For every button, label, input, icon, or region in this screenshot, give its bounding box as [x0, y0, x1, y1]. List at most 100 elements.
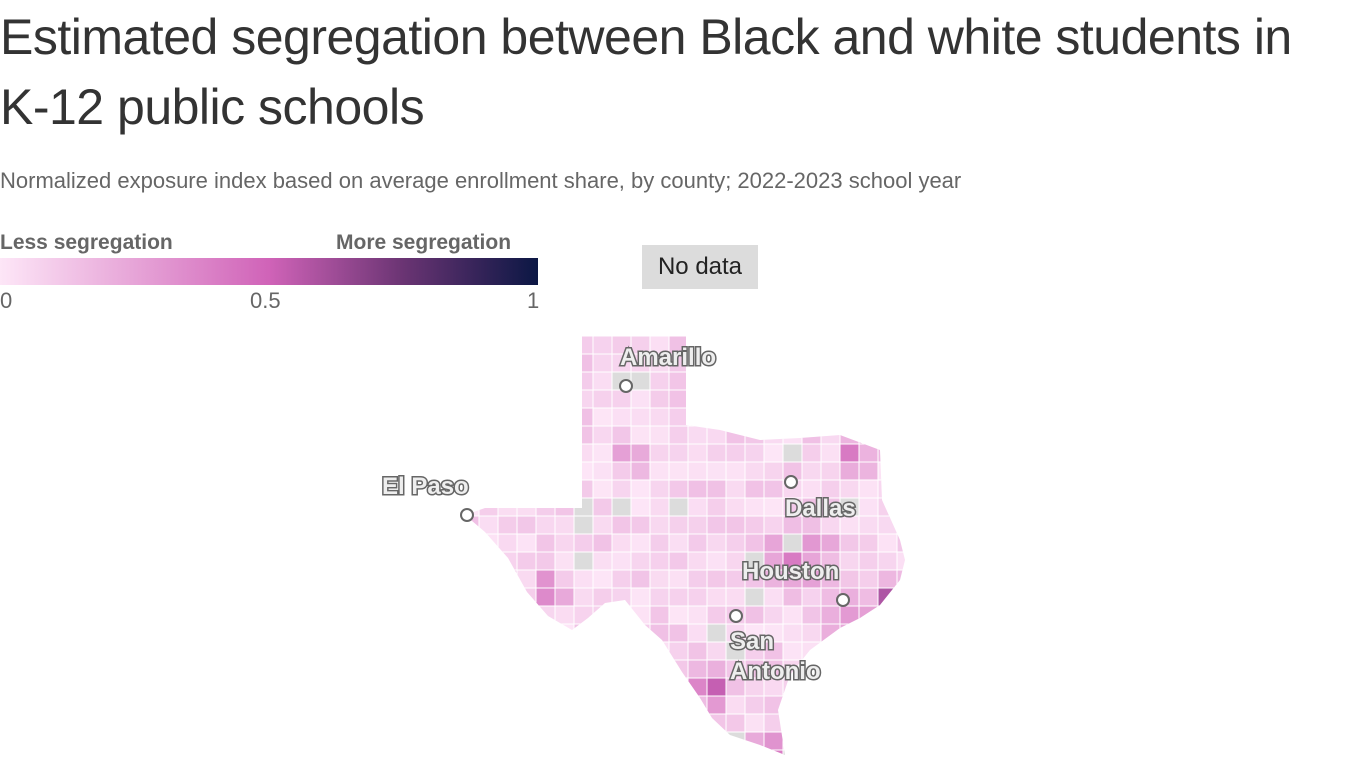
- county: [497, 641, 518, 661]
- county: [497, 623, 518, 643]
- county: [554, 515, 575, 535]
- county: [668, 461, 689, 481]
- county: [535, 749, 556, 755]
- county: [687, 623, 708, 643]
- county: [668, 443, 689, 463]
- county: [896, 551, 905, 571]
- county: [497, 749, 518, 755]
- county: [877, 551, 898, 571]
- county: [465, 695, 480, 715]
- county: [516, 749, 537, 755]
- county: [465, 659, 480, 679]
- county: [497, 479, 518, 499]
- county: [668, 533, 689, 553]
- county: [573, 533, 594, 553]
- county: [706, 533, 727, 553]
- county: [535, 587, 556, 607]
- county: [554, 425, 575, 445]
- county: [573, 443, 594, 463]
- county: [801, 749, 822, 755]
- county: [478, 587, 499, 607]
- county: [839, 551, 860, 571]
- county: [465, 551, 480, 571]
- county: [611, 551, 632, 571]
- city-layer: Amarillo El Paso Dallas Houston San Antonio: [381, 343, 858, 687]
- county: [877, 461, 898, 481]
- county: [782, 623, 803, 643]
- county: [497, 587, 518, 607]
- county: [516, 389, 537, 409]
- county: [801, 623, 822, 643]
- county: [896, 389, 905, 409]
- county: [725, 713, 746, 733]
- county: [611, 731, 632, 751]
- county: [744, 533, 765, 553]
- county: [896, 641, 905, 661]
- county: [687, 407, 708, 427]
- county: [554, 569, 575, 589]
- county: [573, 677, 594, 697]
- county: [535, 605, 556, 625]
- county: [782, 389, 803, 409]
- county: [687, 371, 708, 391]
- county: [478, 425, 499, 445]
- county: [839, 443, 860, 463]
- county: [497, 659, 518, 679]
- county: [611, 497, 632, 517]
- county: [478, 551, 499, 571]
- county: [573, 749, 594, 755]
- county: [554, 677, 575, 697]
- county: [630, 605, 651, 625]
- county: [801, 425, 822, 445]
- county: [478, 336, 499, 355]
- county: [858, 479, 879, 499]
- county: [592, 533, 613, 553]
- county: [877, 371, 898, 391]
- county: [573, 353, 594, 373]
- county: [630, 659, 651, 679]
- county: [744, 479, 765, 499]
- county: [763, 479, 784, 499]
- county: [858, 497, 879, 517]
- county: [839, 353, 860, 373]
- county: [725, 479, 746, 499]
- county: [896, 623, 905, 643]
- county: [763, 371, 784, 391]
- county: [630, 623, 651, 643]
- county: [535, 389, 556, 409]
- county: [554, 479, 575, 499]
- county: [535, 515, 556, 535]
- county: [744, 515, 765, 535]
- county: [478, 659, 499, 679]
- county: [573, 587, 594, 607]
- county: [573, 551, 594, 571]
- county: [516, 479, 537, 499]
- county: [649, 695, 670, 715]
- legend-color-bar: [0, 258, 538, 285]
- county: [611, 443, 632, 463]
- county: [649, 443, 670, 463]
- county: [839, 389, 860, 409]
- county: [877, 659, 898, 679]
- county: [535, 443, 556, 463]
- county: [858, 731, 879, 751]
- county: [516, 623, 537, 643]
- county: [896, 569, 905, 589]
- county: [592, 623, 613, 643]
- county: [820, 461, 841, 481]
- county: [516, 569, 537, 589]
- legend-low-label: Less segregation: [0, 231, 173, 254]
- county: [782, 336, 803, 355]
- county: [801, 533, 822, 553]
- county: [478, 533, 499, 553]
- county: [649, 371, 670, 391]
- county: [706, 425, 727, 445]
- county: [535, 695, 556, 715]
- city-marker: [729, 609, 743, 623]
- county: [877, 731, 898, 751]
- county: [763, 389, 784, 409]
- county: [668, 371, 689, 391]
- county: [782, 731, 803, 751]
- county: [478, 605, 499, 625]
- county: [896, 731, 905, 751]
